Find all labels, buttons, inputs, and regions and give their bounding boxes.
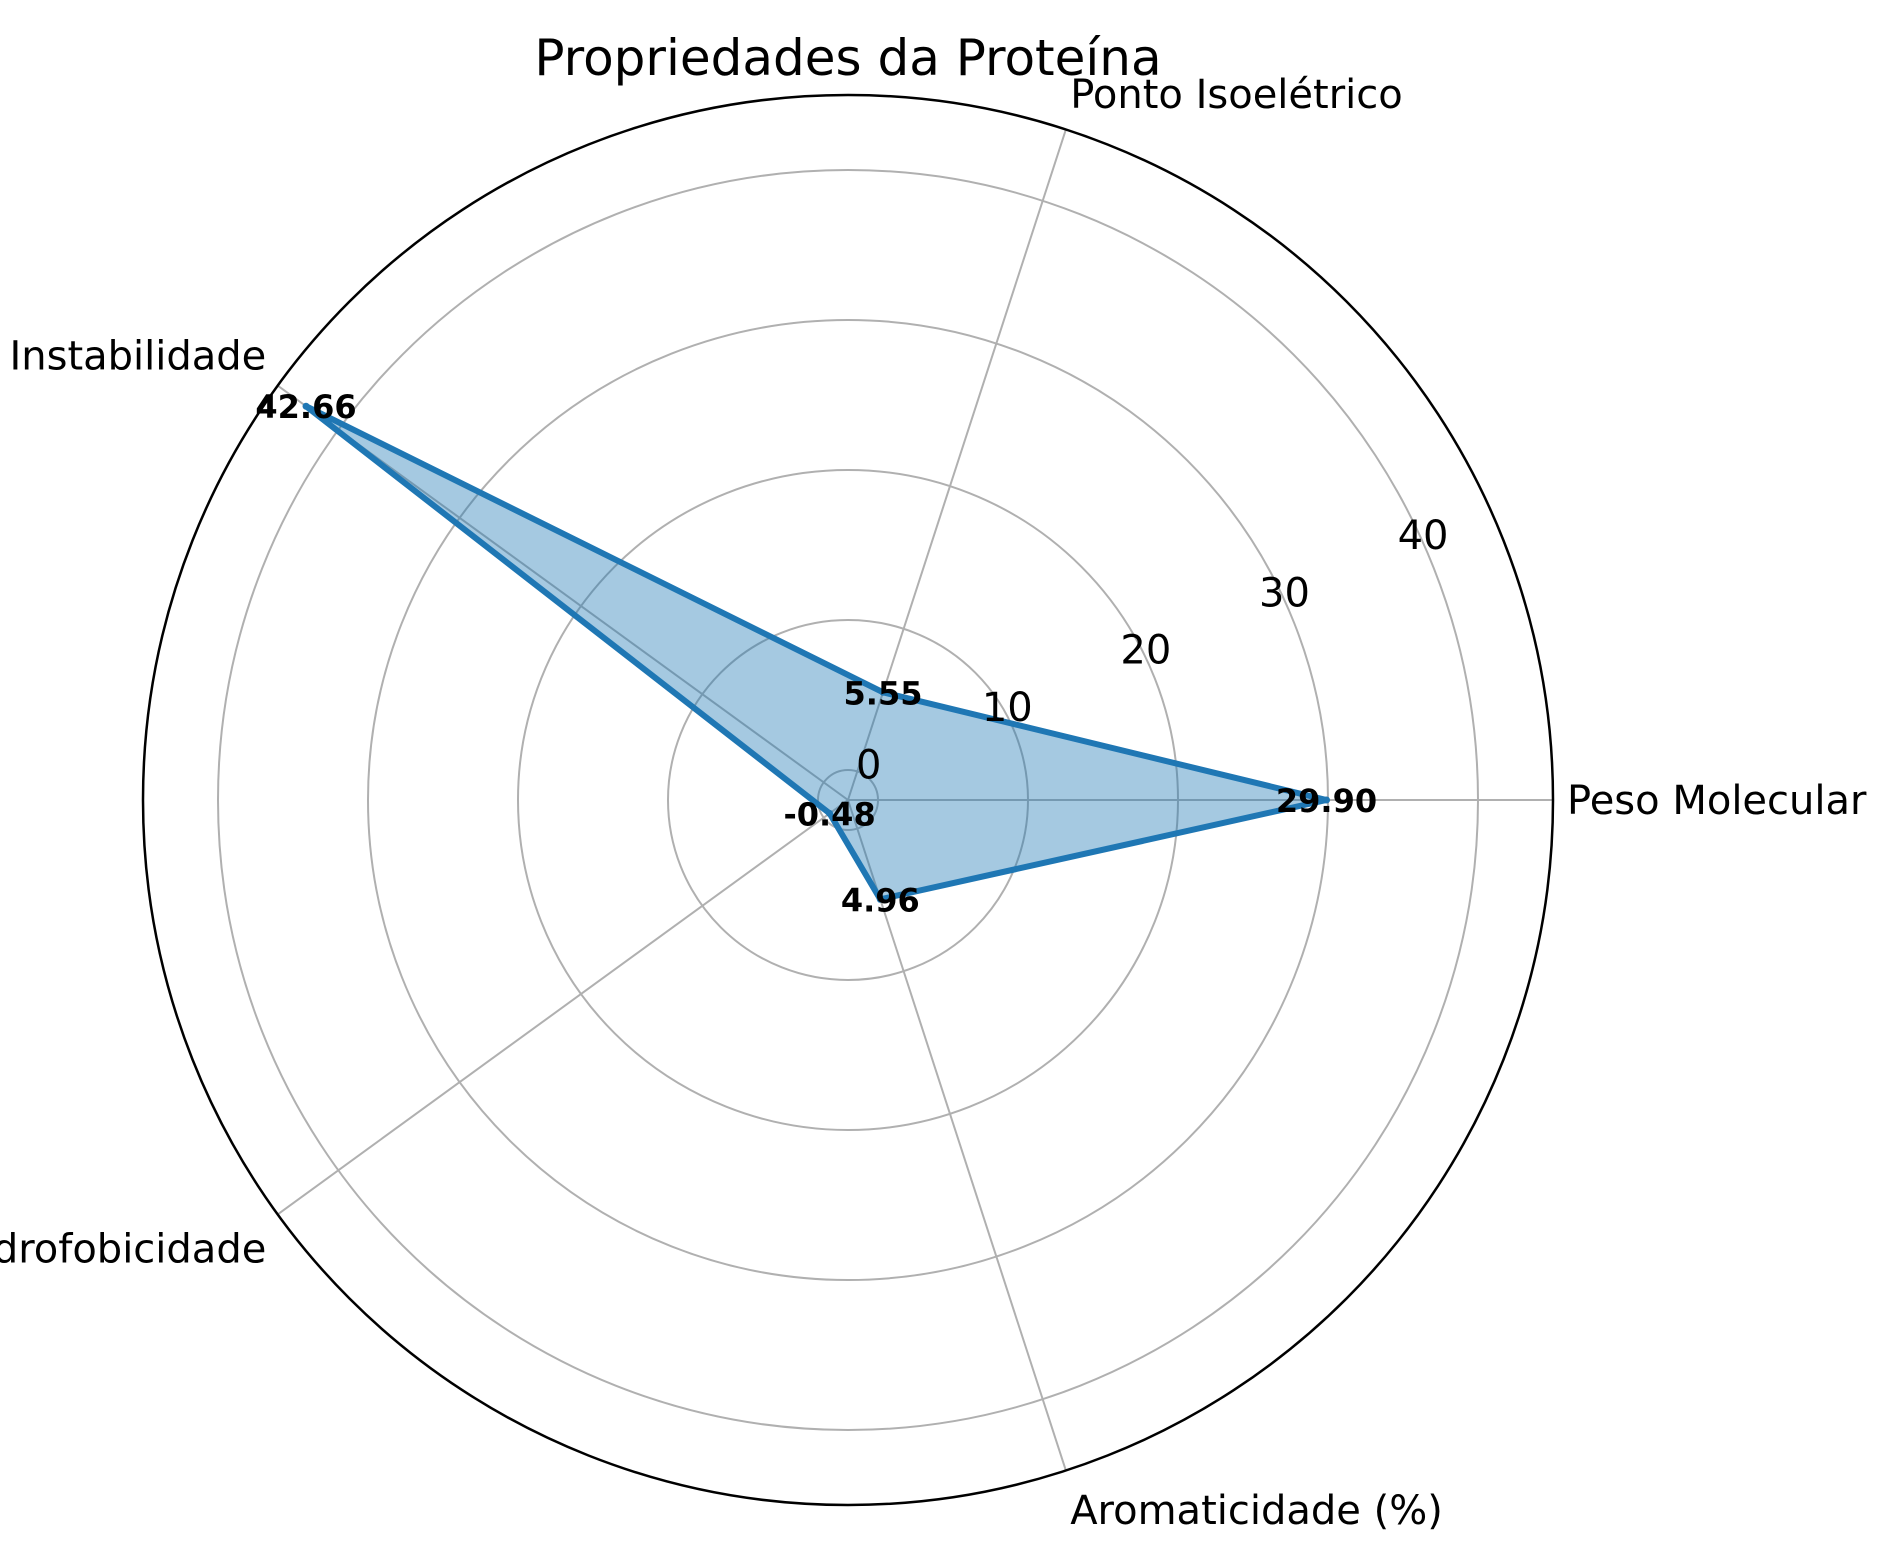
data-layer — [302, 402, 1330, 903]
radial-gridline — [847, 129, 1067, 801]
data-point — [879, 688, 887, 696]
data-point — [876, 895, 884, 903]
data-area-fill — [306, 406, 1327, 900]
data-value-label: 42.66 — [255, 388, 356, 426]
r-tick-label: 30 — [1259, 570, 1310, 616]
radial-gridline — [277, 799, 849, 1216]
r-tick-label: 40 — [1398, 513, 1449, 559]
category-label: Hidrofobicidade — [0, 1227, 266, 1273]
grid-layer — [141, 93, 1555, 1507]
radial-gridline — [847, 799, 1067, 1471]
circular-gridline — [817, 769, 879, 831]
label-layer: 0 10 20 30 40 Peso Molecular (kDa) Ponto Isoel… — [0, 72, 1879, 1534]
r-tick-label: 10 — [982, 685, 1033, 731]
data-value-label: 29.90 — [1276, 782, 1377, 820]
polar-spine — [141, 93, 1555, 1507]
data-point — [1323, 796, 1330, 804]
data-value-label: -0.48 — [783, 795, 875, 833]
data-value-label: 5.55 — [844, 674, 923, 712]
category-label: Aromaticidade (%) — [1070, 1488, 1443, 1534]
data-series-line — [304, 403, 1328, 903]
data-value-label: 4.96 — [841, 881, 920, 919]
category-label: Ponto Isoelétrico — [1070, 72, 1403, 118]
circular-gridline — [517, 469, 1179, 1131]
circular-gridline — [217, 169, 1479, 1431]
category-label: Instabilidade — [9, 333, 266, 379]
r-tick-label: 20 — [1120, 628, 1171, 674]
category-label: Peso Molecular (kDa) — [1567, 778, 1879, 824]
r-tick-label: 0 — [856, 743, 881, 789]
chart-title: Propriedades da Proteína — [534, 29, 1161, 87]
data-point — [826, 809, 834, 817]
data-point — [302, 402, 310, 410]
circular-gridline — [667, 619, 1029, 981]
